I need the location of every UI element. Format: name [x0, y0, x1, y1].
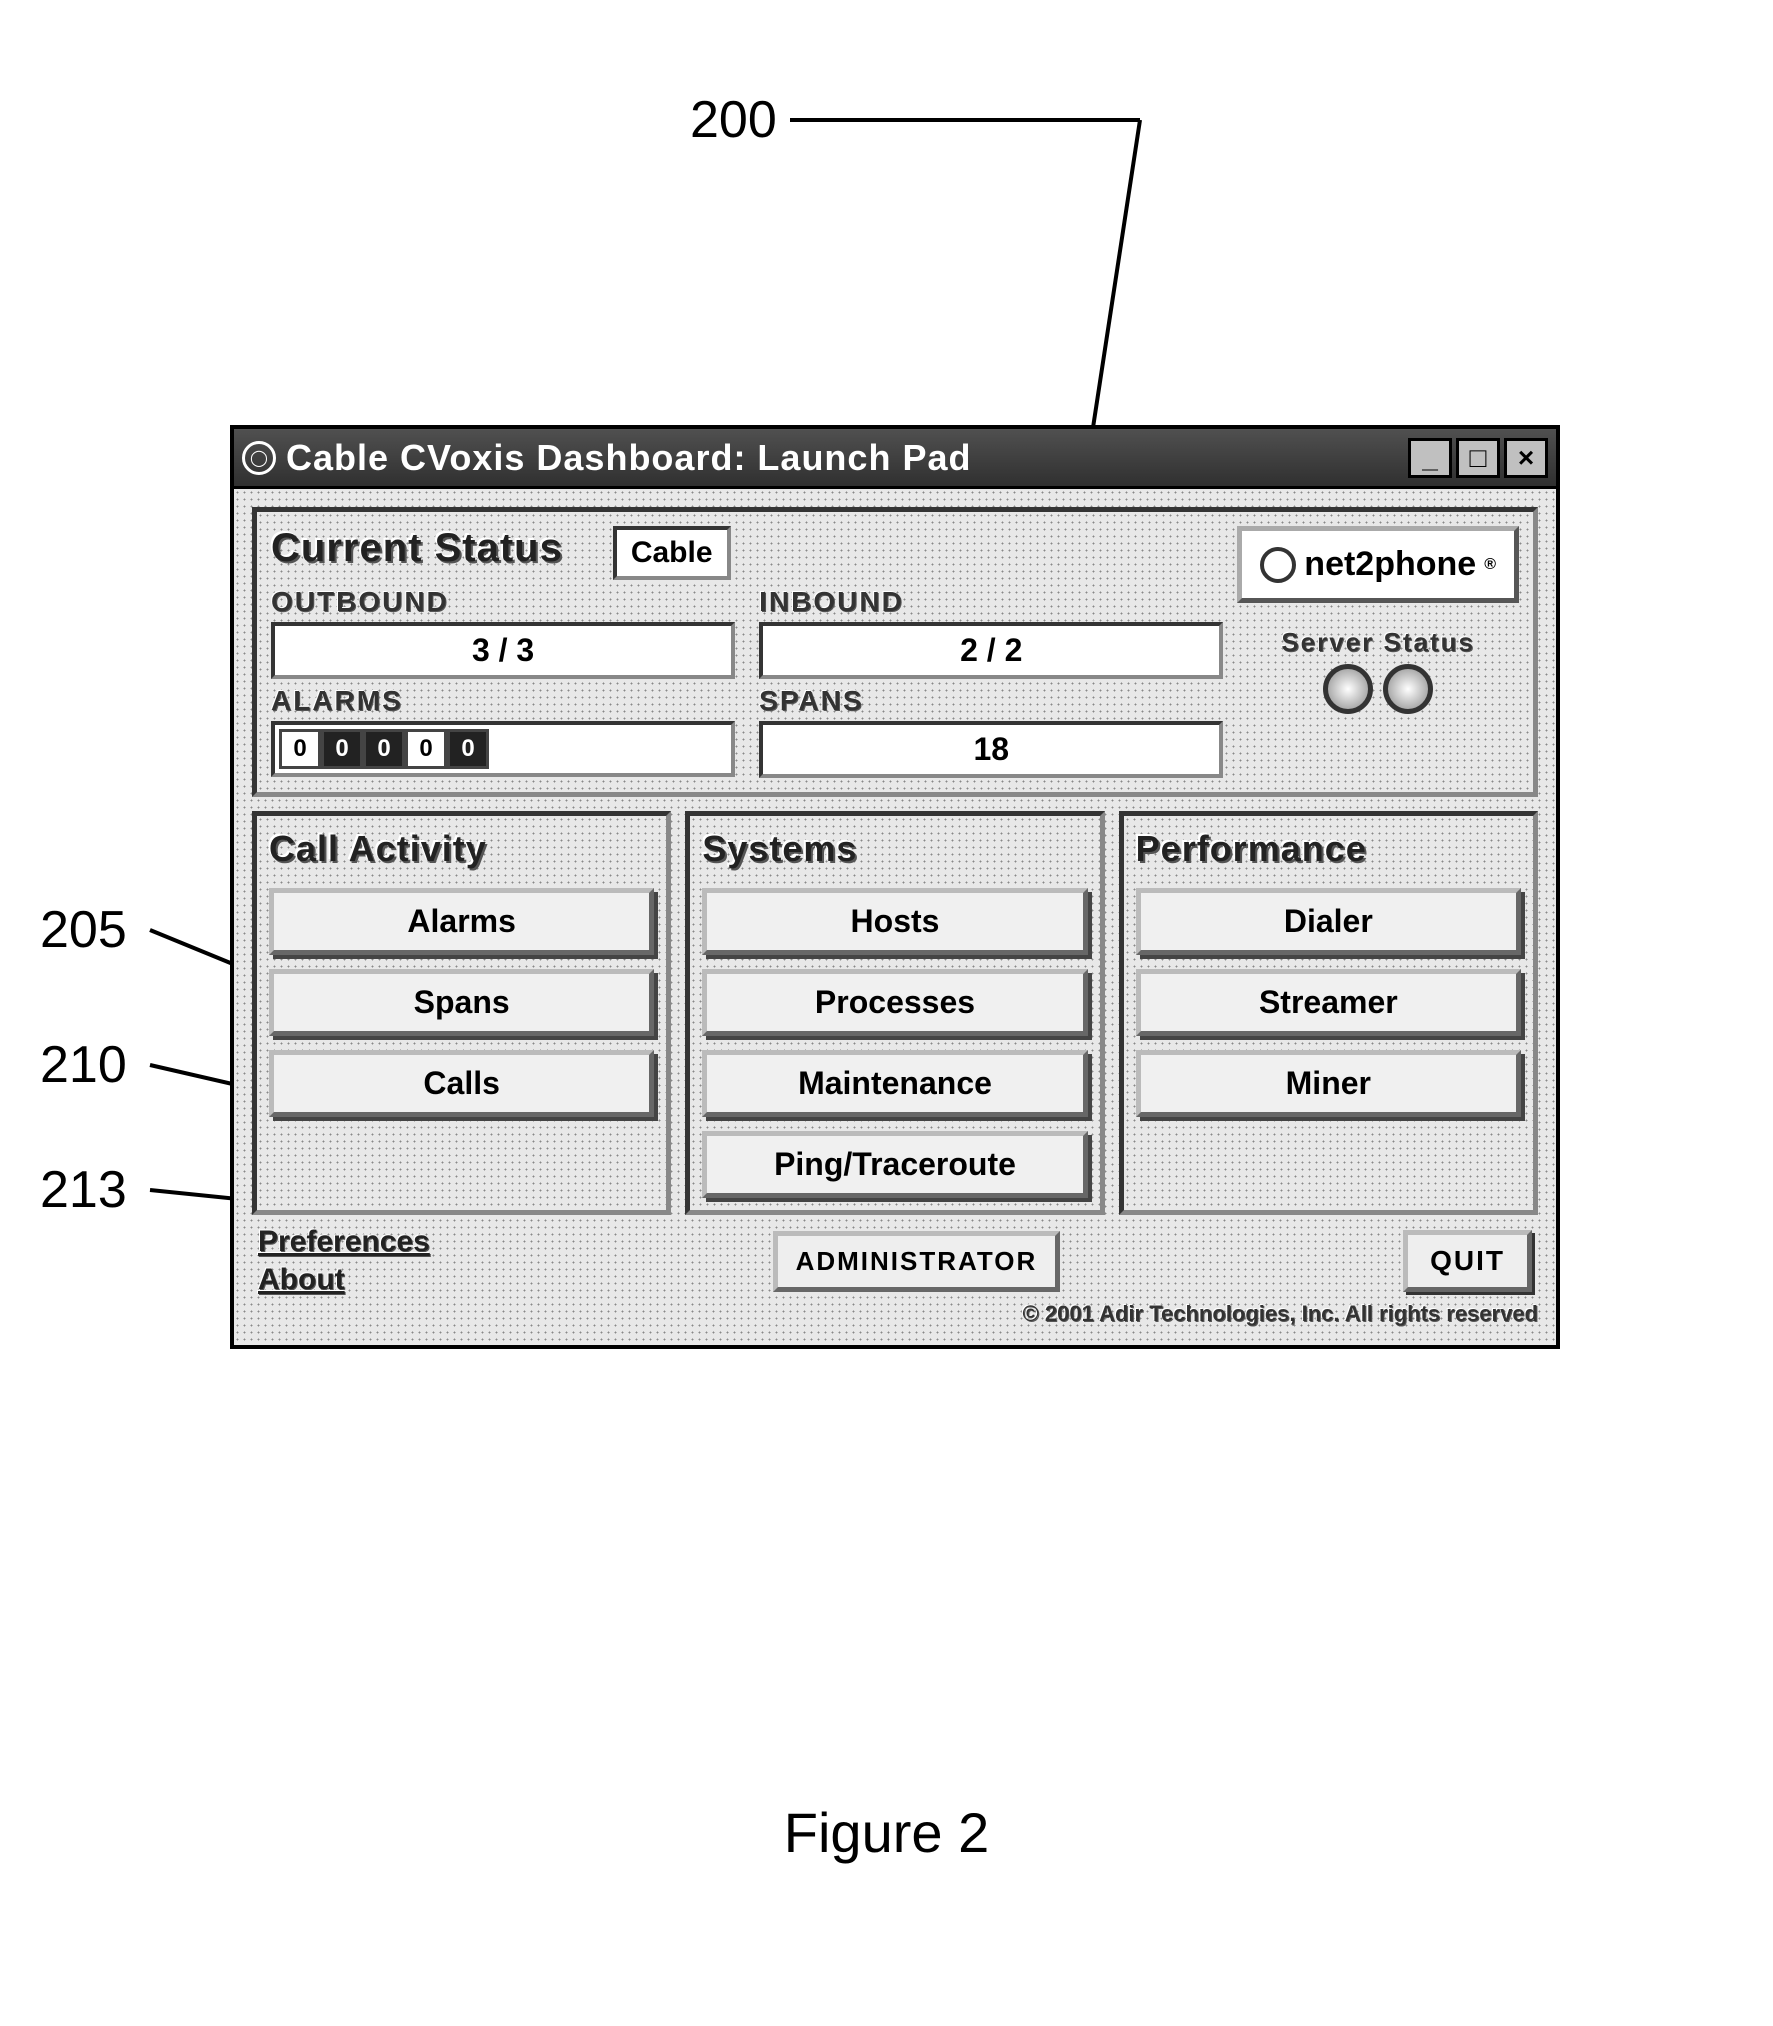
alarms-box: 0 0 0 0 0: [271, 721, 735, 777]
minimize-button[interactable]: _: [1408, 438, 1452, 478]
inbound-label: INBOUND: [759, 586, 1223, 618]
performance-title: Performance: [1136, 828, 1521, 870]
processes-button[interactable]: Processes: [702, 969, 1087, 1036]
performance-section: Performance Dialer Streamer Miner: [1119, 811, 1538, 1215]
hosts-button[interactable]: Hosts: [702, 888, 1087, 955]
call-activity-section: Call Activity Alarms Spans Calls: [252, 811, 671, 1215]
ping-traceroute-button[interactable]: Ping/Traceroute: [702, 1131, 1087, 1198]
quit-button[interactable]: QUIT: [1403, 1230, 1532, 1292]
spans-label: SPANS: [759, 685, 1223, 717]
miner-button[interactable]: Miner: [1136, 1050, 1521, 1117]
figure-caption: Figure 2: [0, 1800, 1773, 1865]
calls-button[interactable]: Calls: [269, 1050, 654, 1117]
alarms-label: ALARMS: [271, 685, 735, 717]
sections-row: Call Activity Alarms Spans Calls Systems…: [252, 811, 1538, 1215]
maximize-button[interactable]: □: [1456, 438, 1500, 478]
outbound-value: 3 / 3: [271, 622, 735, 679]
alarm-cell-4: 0: [447, 729, 489, 769]
call-activity-title: Call Activity: [269, 828, 654, 870]
window-content: Current Status Cable OUTBOUND 3 / 3 INBO…: [234, 489, 1556, 1345]
alarm-cell-1: 0: [321, 729, 363, 769]
preferences-link[interactable]: Preferences: [258, 1225, 430, 1259]
titlebar: ◯ Cable CVoxis Dashboard: Launch Pad _ □…: [234, 429, 1556, 489]
server-indicator-1: [1323, 664, 1373, 714]
copyright-text: © 2001 Adir Technologies, Inc. All right…: [252, 1301, 1538, 1327]
administrator-button[interactable]: ADMINISTRATOR: [773, 1231, 1061, 1292]
logo-tm: ®: [1484, 556, 1496, 574]
footer: Preferences About ADMINISTRATOR QUIT: [252, 1215, 1538, 1301]
dialer-button[interactable]: Dialer: [1136, 888, 1521, 955]
inbound-value: 2 / 2: [759, 622, 1223, 679]
spans-button[interactable]: Spans: [269, 969, 654, 1036]
net2phone-logo: net2phone ®: [1237, 526, 1519, 603]
server-indicator-2: [1383, 664, 1433, 714]
mode-field: Cable: [613, 526, 731, 580]
spans-value: 18: [759, 721, 1223, 778]
app-icon: ◯: [242, 441, 276, 475]
alarm-cell-3: 0: [405, 729, 447, 769]
alarm-cell-2: 0: [363, 729, 405, 769]
server-status-label: Server Status: [1281, 627, 1475, 658]
about-link[interactable]: About: [258, 1263, 430, 1297]
alarms-button[interactable]: Alarms: [269, 888, 654, 955]
window-title: Cable CVoxis Dashboard: Launch Pad: [286, 437, 971, 479]
logo-text: net2phone: [1304, 545, 1476, 584]
logo-icon: [1260, 547, 1296, 583]
alarm-cell-0: 0: [279, 729, 321, 769]
outbound-label: OUTBOUND: [271, 586, 735, 618]
streamer-button[interactable]: Streamer: [1136, 969, 1521, 1036]
current-status-panel: Current Status Cable OUTBOUND 3 / 3 INBO…: [252, 507, 1538, 797]
current-status-heading: Current Status: [271, 526, 563, 571]
systems-section: Systems Hosts Processes Maintenance Ping…: [685, 811, 1104, 1215]
dashboard-window: ◯ Cable CVoxis Dashboard: Launch Pad _ □…: [230, 425, 1560, 1349]
maintenance-button[interactable]: Maintenance: [702, 1050, 1087, 1117]
close-button[interactable]: ×: [1504, 438, 1548, 478]
systems-title: Systems: [702, 828, 1087, 870]
